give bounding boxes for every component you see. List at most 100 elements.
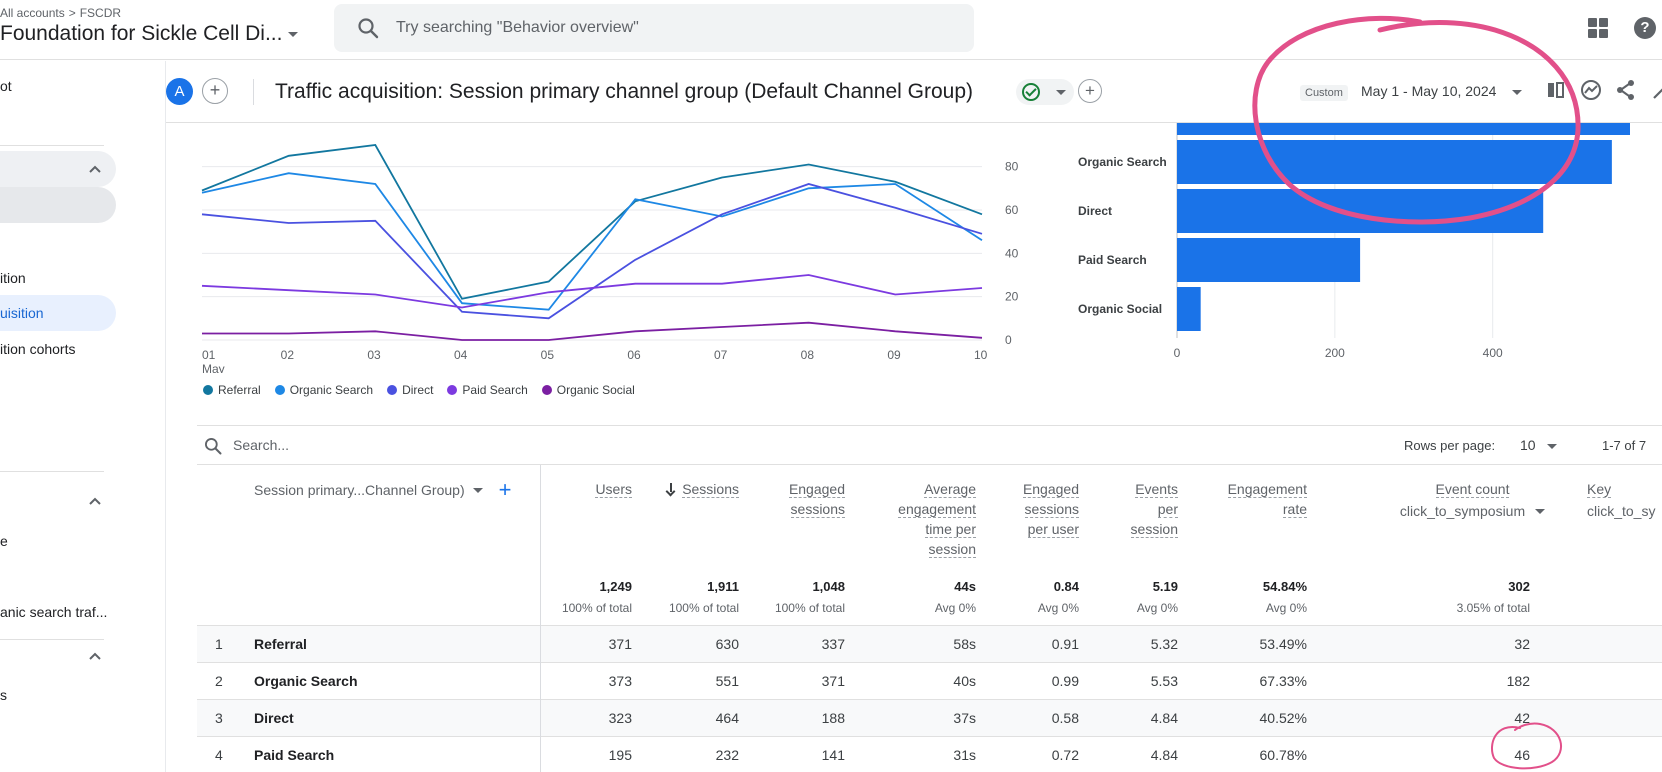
category-label: Direct: [1078, 204, 1112, 218]
nav-item-organic-search-traffic[interactable]: anic search traf...: [0, 604, 108, 620]
nav-item-overview[interactable]: [0, 187, 116, 223]
property-selector[interactable]: Foundation for Sickle Cell Di...: [0, 22, 299, 46]
search-bar[interactable]: Try searching "Behavior overview": [334, 4, 974, 52]
legend-item-paid-search[interactable]: Paid Search: [447, 383, 528, 397]
help-icon[interactable]: ?: [1634, 17, 1656, 39]
table-search-input[interactable]: Search...: [233, 437, 290, 453]
category-label: Paid Search: [1078, 253, 1147, 267]
total-value: 44s: [954, 579, 976, 594]
series-line-referral[interactable]: [201, 144, 983, 300]
x-tick-label: 01: [202, 348, 216, 362]
comparison-avatar[interactable]: A: [166, 78, 193, 105]
edit-icon[interactable]: [1650, 78, 1662, 102]
rows-per-page-select[interactable]: 10: [1520, 437, 1536, 453]
table-cell: 551: [715, 673, 739, 689]
table-cell: 0.72: [1051, 747, 1079, 763]
apps-grid-icon[interactable]: [1588, 18, 1608, 38]
nav-item-user-acquisition[interactable]: ition: [0, 270, 26, 286]
legend-item-direct[interactable]: Direct: [387, 383, 433, 397]
column-header-text: session: [1130, 521, 1178, 538]
bar-paid-search[interactable]: [1177, 238, 1361, 282]
table-cell: 195: [608, 747, 632, 763]
table-cell: 46: [1514, 747, 1530, 763]
row-index: 3: [215, 710, 223, 726]
add-card-button[interactable]: +: [1078, 79, 1102, 103]
breadcrumb-root[interactable]: All accounts: [0, 6, 65, 20]
table-row[interactable]: 1 Referral 371 630 337 58s 0.91 5.32 53.49% 32: [197, 625, 1662, 662]
chevron-down-icon[interactable]: [472, 487, 483, 493]
column-header-text: Key: [1587, 481, 1612, 498]
line-chart: 0 20 40 60 80 01 02 03 04 05 06 07 08 09 10 May: [201, 144, 1019, 373]
legend-item-organic-social[interactable]: Organic Social: [541, 383, 635, 397]
event-name-selector[interactable]: click_to_sy: [1587, 503, 1655, 519]
chevron-up-icon[interactable]: [88, 496, 102, 506]
chevron-down-icon[interactable]: [1547, 444, 1557, 449]
breadcrumb[interactable]: All accounts > FSCDR: [0, 6, 121, 20]
add-dimension-button[interactable]: +: [498, 477, 512, 502]
bar-referral[interactable]: [1177, 123, 1630, 135]
insights-icon[interactable]: [1579, 78, 1603, 102]
sort-descending-icon[interactable]: [666, 483, 676, 495]
legend-item-organic-search[interactable]: Organic Search: [274, 383, 373, 397]
top-bar: All accounts > FSCDR Foundation for Sickle…: [0, 0, 1662, 60]
bar-organic-search[interactable]: [1177, 140, 1612, 184]
x-tick-label: 07: [714, 348, 728, 362]
share-icon[interactable]: [1614, 78, 1638, 102]
column-header-key[interactable]: Key: [1587, 479, 1662, 499]
table-row[interactable]: 3 Direct 323 464 188 37s 0.58 4.84 40.52% 42: [197, 699, 1662, 736]
row-channel[interactable]: Paid Search: [254, 747, 335, 763]
date-range-picker[interactable]: May 1 - May 10, 2024: [1361, 83, 1497, 99]
column-header-average[interactable]: Average engagement time per session: [898, 479, 976, 559]
table-row[interactable]: 4 Paid Search 195 232 141 31s 0.72 4.84 60.78% 46: [197, 736, 1662, 772]
total-percent: 100% of total: [668, 601, 739, 615]
add-comparison-button[interactable]: +: [202, 78, 228, 104]
row-channel[interactable]: Direct: [254, 710, 294, 726]
nav-divider: [0, 471, 104, 472]
nav-item-engagement[interactable]: e: [0, 533, 8, 549]
series-line-direct[interactable]: [201, 183, 983, 320]
column-header-engagement[interactable]: Engagement rate: [1227, 479, 1307, 519]
x-tick-label: 04: [454, 348, 468, 362]
total-value: 0.84: [1053, 579, 1079, 594]
chevron-down-icon[interactable]: [1512, 90, 1522, 95]
series-line-organic-search[interactable]: [201, 172, 983, 311]
x-tick-label: 0: [1174, 346, 1181, 360]
table-cell: 58s: [953, 636, 976, 652]
nav-item-snapshot[interactable]: ot: [0, 78, 12, 94]
dimension-header[interactable]: Session primary...Channel Group) +: [254, 477, 512, 502]
event-name-selector[interactable]: click_to_symposium: [1365, 503, 1580, 519]
series-line-organic-social[interactable]: [202, 321, 983, 341]
series-line-paid-search[interactable]: [201, 274, 983, 309]
breadcrumb-account[interactable]: FSCDR: [79, 6, 122, 20]
nav-item-library[interactable]: s: [0, 687, 7, 703]
column-header-event-count[interactable]: Event count: [1365, 479, 1580, 499]
legend-label: Paid Search: [462, 383, 528, 397]
total-percent: 100% of total: [774, 601, 845, 615]
column-divider: [540, 465, 541, 772]
column-header-engaged[interactable]: Engaged sessions: [788, 479, 845, 519]
nav-item-acquisition-cohorts[interactable]: ition cohorts: [0, 341, 76, 357]
table-row[interactable]: 2 Organic Search 373 551 371 40s 0.99 5.53 67.33…: [197, 662, 1662, 699]
column-header-text: sessions: [790, 501, 845, 518]
column-header-events[interactable]: Events per session: [1130, 479, 1178, 539]
legend-item-referral[interactable]: Referral: [203, 383, 261, 397]
column-header-users[interactable]: Users: [595, 479, 632, 499]
chevron-up-icon[interactable]: [88, 651, 102, 661]
compare-icon[interactable]: [1544, 78, 1568, 102]
bar-direct[interactable]: [1177, 189, 1544, 233]
row-channel[interactable]: Referral: [254, 636, 307, 652]
chevron-up-icon[interactable]: [88, 164, 102, 174]
row-channel[interactable]: Organic Search: [254, 673, 358, 689]
table-cell: 31s: [953, 747, 976, 763]
column-header-sessions[interactable]: Sessions: [666, 479, 739, 499]
nav-item-traffic-acquisition[interactable]: [0, 295, 116, 331]
column-header-engaged[interactable]: Engaged sessions per user: [1022, 479, 1079, 539]
column-header-text: per user: [1027, 521, 1079, 538]
table-cell: 53.49%: [1259, 636, 1307, 652]
table-cell: 40.52%: [1259, 710, 1307, 726]
search-icon: [358, 18, 379, 39]
bar-organic-social[interactable]: [1177, 287, 1201, 331]
column-header-text: Event count: [1435, 481, 1510, 498]
report-status-dropdown[interactable]: [1016, 79, 1074, 105]
total-percent: Avg 0%: [1136, 601, 1178, 615]
